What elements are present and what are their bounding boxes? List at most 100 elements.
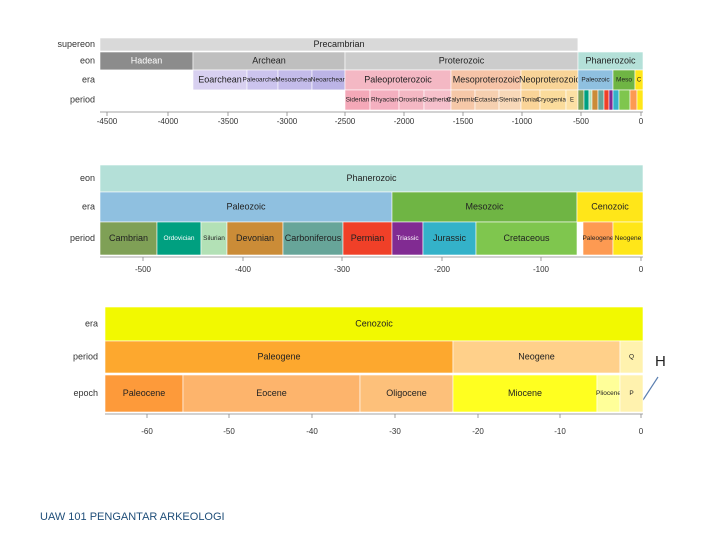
axis-label: -3000: [277, 117, 298, 126]
time-block: [422, 221, 477, 256]
block-label: Permian: [351, 233, 385, 243]
block-label: Statherian: [423, 97, 453, 104]
block-label: Phanerozoic: [585, 55, 636, 65]
time-block: [597, 89, 605, 111]
time-block: [104, 340, 454, 374]
time-block: [588, 89, 593, 111]
axis-label: -500: [135, 265, 152, 274]
time-block: [99, 164, 644, 193]
block-label: Carboniferous: [285, 233, 342, 243]
block-label: Neoproterozoic: [519, 74, 581, 84]
time-block: [391, 221, 424, 256]
block-label: Oligocene: [386, 388, 427, 398]
block-label: Eocene: [256, 388, 287, 398]
block-label: Paleogene: [582, 235, 613, 242]
block-label: Stenian: [499, 97, 521, 104]
axis-label: -50: [223, 427, 235, 436]
block-label: Pliocene: [596, 390, 621, 397]
time-block: [156, 221, 202, 256]
block-label: Proterozoic: [439, 55, 485, 65]
block-label: C: [637, 78, 642, 84]
time-block: [182, 374, 361, 413]
block-label: Devonian: [236, 233, 274, 243]
row-label: era: [82, 201, 95, 211]
time-block: [200, 221, 228, 256]
axis-label: -2000: [394, 117, 415, 126]
block-label: Archean: [252, 55, 286, 65]
time-block: [629, 89, 638, 111]
time-block: [99, 69, 194, 91]
block-label: Cretaceous: [503, 233, 550, 243]
axis-label: -100: [533, 265, 550, 274]
annotation: H: [655, 353, 666, 370]
time-block: [99, 191, 393, 223]
axis-label: -2500: [335, 117, 356, 126]
block-label: Neogene: [615, 235, 642, 242]
block-label: Phanerozoic: [346, 173, 397, 183]
time-block: [104, 306, 644, 342]
block-label: Mesozoic: [465, 201, 504, 211]
block-label: Mesoarchean: [275, 77, 315, 84]
block-label: Paleocene: [123, 388, 166, 398]
axis-label: -20: [472, 427, 484, 436]
time-block: [342, 221, 393, 256]
axis-label: 0: [639, 427, 644, 436]
row-label: eon: [80, 55, 95, 65]
axis-label: 0: [639, 265, 644, 274]
block-label: Paleozoic: [581, 77, 610, 84]
axis-label: -3500: [218, 117, 239, 126]
row-label: supereon: [57, 39, 95, 49]
block-label: P: [629, 390, 633, 397]
time-block: [612, 221, 644, 256]
time-block: [618, 89, 631, 111]
row-label: era: [85, 318, 98, 328]
axis-label: -1500: [453, 117, 474, 126]
block-label: Paleozoic: [226, 201, 266, 211]
time-block: [99, 221, 158, 256]
axis-label: -10: [554, 427, 566, 436]
time-block: [591, 89, 599, 111]
block-label: Paleoarchean: [242, 77, 282, 84]
time-block: [612, 89, 620, 111]
axis-label: -30: [389, 427, 401, 436]
block-label: Miocene: [508, 388, 542, 398]
axis-label: -500: [573, 117, 590, 126]
block-label: Precambrian: [313, 39, 364, 49]
block-label: Cryogenian: [536, 97, 570, 104]
axis-label: -4000: [158, 117, 179, 126]
footer: UAW 101 PENGANTAR ARKEOLOGI: [40, 511, 225, 523]
block-label: Mesoproterozoic: [453, 74, 520, 84]
time-block: [619, 340, 644, 374]
block-label: Orosirian: [398, 97, 425, 104]
axis-label: -60: [141, 427, 153, 436]
block-label: Neoarchean: [311, 77, 347, 84]
row-label: epoch: [73, 388, 98, 398]
block-label: Meso: [616, 77, 632, 84]
axis-label: -40: [306, 427, 318, 436]
axis-label: -400: [235, 265, 252, 274]
time-block: [226, 221, 284, 256]
axis-label: -200: [434, 265, 451, 274]
block-label: Siderian: [346, 97, 370, 104]
block-label: Cenozoic: [355, 318, 393, 328]
time-block: [577, 37, 644, 52]
time-block: [359, 374, 454, 413]
block-label: E: [570, 98, 574, 104]
block-label: Jurassic: [433, 233, 467, 243]
row-label: period: [70, 94, 95, 104]
block-label: Paleoproterozoic: [364, 74, 432, 84]
block-label: Paleogene: [257, 351, 300, 361]
row-label: period: [73, 351, 98, 361]
row-label: eon: [80, 173, 95, 183]
time-block: [583, 89, 590, 111]
time-block: [619, 374, 644, 413]
time-block: [391, 191, 578, 223]
block-label: Silurian: [203, 235, 225, 242]
block-label: Ectasian: [475, 97, 500, 104]
block-label: Q: [629, 354, 634, 361]
time-block: [452, 374, 598, 413]
time-block: [608, 89, 614, 111]
row-label: era: [82, 74, 95, 84]
block-label: Triassic: [396, 235, 419, 242]
